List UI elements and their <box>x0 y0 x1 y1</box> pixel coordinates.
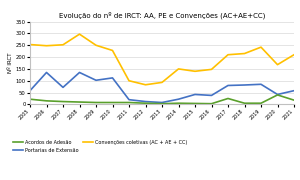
Acordos de Adesão <box>111 101 114 103</box>
Portarias de Extensão <box>61 86 65 88</box>
Acordos de Adesão <box>193 102 197 105</box>
Portarias de Extensão <box>45 71 48 74</box>
Legend: Acordos de Adesão, Portarias de Extensão, Convenções coletivas (AC + AE + CC): Acordos de Adesão, Portarias de Extensão… <box>11 138 189 155</box>
Convenções coletivas (AC + AE + CC) <box>61 44 65 46</box>
Acordos de Adesão <box>177 102 180 104</box>
Convenções coletivas (AC + AE + CC) <box>243 52 246 55</box>
Acordos de Adesão <box>127 101 131 103</box>
Portarias de Extensão <box>28 90 32 92</box>
Convenções coletivas (AC + AE + CC) <box>160 81 164 84</box>
Convenções coletivas (AC + AE + CC) <box>78 33 81 35</box>
Acordos de Adesão <box>160 103 164 105</box>
Portarias de Extensão <box>177 98 180 100</box>
Acordos de Adesão <box>210 103 213 105</box>
Portarias de Extensão <box>210 94 213 96</box>
Convenções coletivas (AC + AE + CC) <box>45 45 48 47</box>
Portarias de Extensão <box>292 90 296 92</box>
Convenções coletivas (AC + AE + CC) <box>111 49 114 51</box>
Line: Portarias de Extensão: Portarias de Extensão <box>30 73 294 102</box>
Convenções coletivas (AC + AE + CC) <box>259 46 263 48</box>
Portarias de Extensão <box>226 84 230 87</box>
Portarias de Extensão <box>144 100 147 103</box>
Convenções coletivas (AC + AE + CC) <box>28 43 32 46</box>
Acordos de Adesão <box>144 102 147 104</box>
Acordos de Adesão <box>45 100 48 102</box>
Convenções coletivas (AC + AE + CC) <box>276 64 279 66</box>
Line: Acordos de Adesão: Acordos de Adesão <box>30 95 294 104</box>
Acordos de Adesão <box>243 102 246 104</box>
Convenções coletivas (AC + AE + CC) <box>226 54 230 56</box>
Convenções coletivas (AC + AE + CC) <box>94 44 98 46</box>
Acordos de Adesão <box>94 101 98 103</box>
Portarias de Extensão <box>78 71 81 74</box>
Title: Evolução do nº de IRCT: AA, PE e Convenções (AC+AE+CC): Evolução do nº de IRCT: AA, PE e Convenç… <box>59 12 265 19</box>
Portarias de Extensão <box>276 93 279 96</box>
Convenções coletivas (AC + AE + CC) <box>177 68 180 70</box>
Line: Convenções coletivas (AC + AE + CC): Convenções coletivas (AC + AE + CC) <box>30 34 294 85</box>
Convenções coletivas (AC + AE + CC) <box>210 68 213 70</box>
Portarias de Extensão <box>111 77 114 79</box>
Portarias de Extensão <box>94 79 98 81</box>
Acordos de Adesão <box>28 98 32 100</box>
Y-axis label: Nº IRCT: Nº IRCT <box>8 53 13 73</box>
Portarias de Extensão <box>259 83 263 85</box>
Acordos de Adesão <box>226 97 230 100</box>
Acordos de Adesão <box>292 99 296 101</box>
Convenções coletivas (AC + AE + CC) <box>193 70 197 72</box>
Acordos de Adesão <box>259 102 263 104</box>
Convenções coletivas (AC + AE + CC) <box>144 84 147 86</box>
Portarias de Extensão <box>193 93 197 96</box>
Acordos de Adesão <box>276 94 279 96</box>
Convenções coletivas (AC + AE + CC) <box>292 54 296 56</box>
Portarias de Extensão <box>243 84 246 86</box>
Convenções coletivas (AC + AE + CC) <box>127 80 131 82</box>
Acordos de Adesão <box>78 101 81 103</box>
Acordos de Adesão <box>61 100 65 103</box>
Portarias de Extensão <box>127 99 131 101</box>
Portarias de Extensão <box>160 101 164 103</box>
